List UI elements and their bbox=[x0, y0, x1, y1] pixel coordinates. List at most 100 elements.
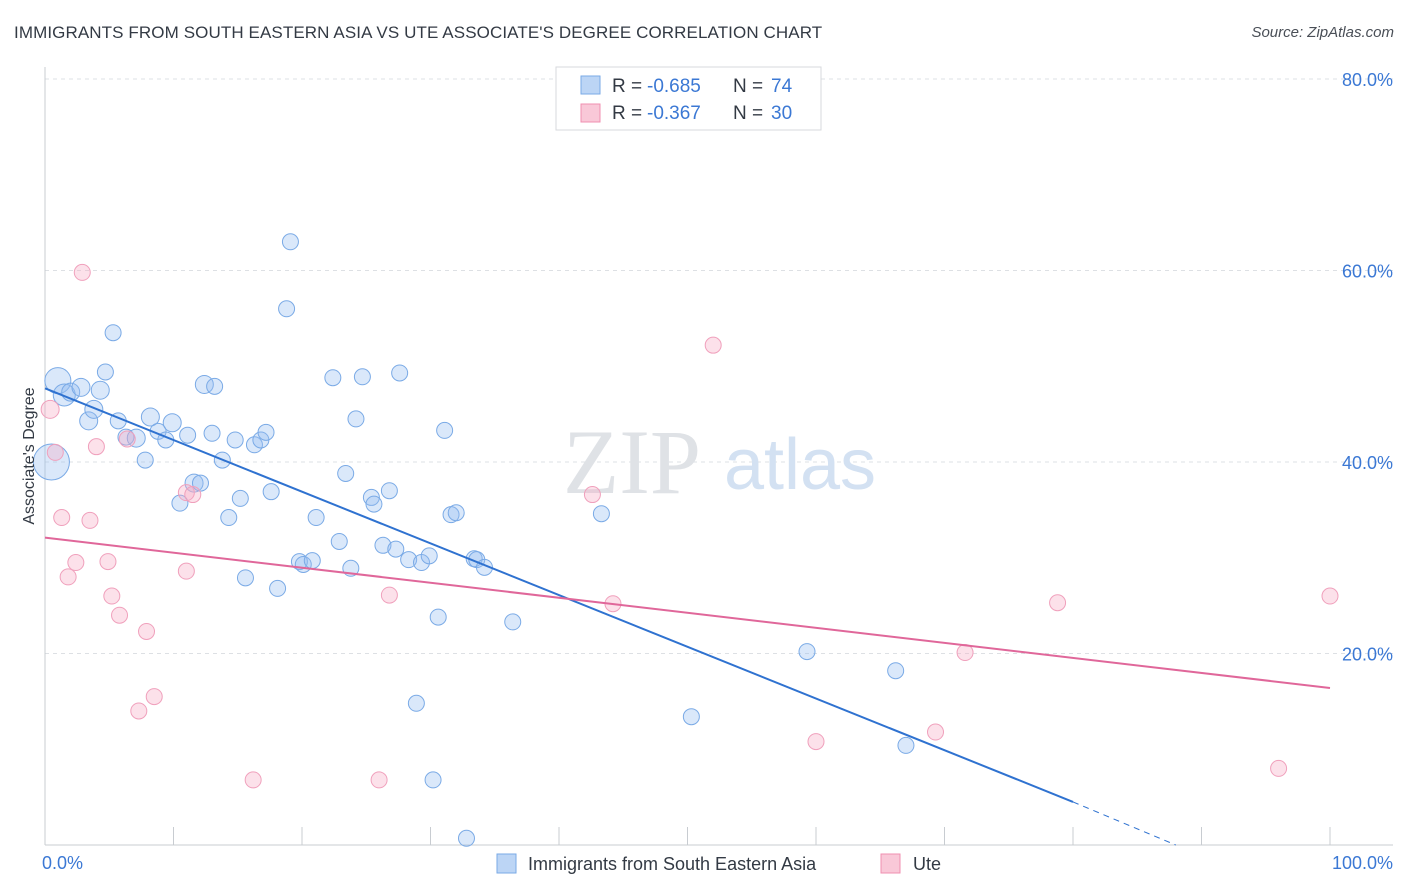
point-south-eastern-asia bbox=[257, 423, 275, 441]
point-ute bbox=[53, 509, 71, 527]
point-south-eastern-asia bbox=[179, 426, 197, 444]
watermark: ZIP atlas bbox=[563, 411, 876, 513]
point-south-eastern-asia bbox=[420, 547, 438, 565]
y-tick-label: 40.0% bbox=[1342, 453, 1393, 473]
trend-line-ute bbox=[44, 536, 1331, 689]
point-south-eastern-asia bbox=[269, 579, 287, 597]
point-south-eastern-asia bbox=[236, 569, 254, 587]
point-south-eastern-asia bbox=[206, 377, 224, 395]
legend-swatch-blue bbox=[580, 75, 601, 95]
point-south-eastern-asia bbox=[337, 464, 355, 482]
point-south-eastern-asia bbox=[400, 551, 418, 569]
legend-swatch-pink bbox=[580, 103, 601, 123]
point-south-eastern-asia bbox=[365, 495, 383, 513]
legend-r-label-2: R = bbox=[612, 103, 642, 124]
x-tick-label: 0.0% bbox=[42, 853, 83, 873]
legend-r-value-1: -0.685 bbox=[647, 76, 701, 97]
point-south-eastern-asia bbox=[387, 540, 405, 558]
point-south-eastern-asia bbox=[32, 443, 70, 481]
point-south-eastern-asia bbox=[330, 532, 348, 550]
point-ute bbox=[59, 568, 77, 586]
point-ute bbox=[130, 702, 148, 720]
y-tick-label: 80.0% bbox=[1342, 70, 1393, 90]
watermark-atlas: atlas bbox=[724, 425, 876, 505]
point-south-eastern-asia bbox=[278, 300, 296, 318]
point-south-eastern-asia bbox=[104, 324, 122, 342]
point-ute bbox=[145, 688, 163, 706]
point-south-eastern-asia bbox=[407, 694, 425, 712]
point-ute bbox=[956, 644, 974, 662]
x-tick-label: 100.0% bbox=[1332, 853, 1393, 873]
legend-n-label-1: N = bbox=[733, 76, 763, 97]
legend-r-value-2: -0.367 bbox=[647, 103, 701, 124]
point-south-eastern-asia bbox=[380, 482, 398, 500]
point-south-eastern-asia bbox=[226, 431, 244, 449]
point-south-eastern-asia bbox=[324, 369, 342, 387]
point-ute bbox=[111, 606, 129, 624]
point-ute bbox=[1049, 594, 1067, 612]
point-south-eastern-asia bbox=[307, 509, 325, 527]
point-ute bbox=[40, 399, 60, 419]
point-south-eastern-asia bbox=[436, 421, 454, 439]
point-south-eastern-asia bbox=[429, 608, 447, 626]
series-legend: Immigrants from South Eastern Asia Ute bbox=[496, 853, 941, 874]
watermark-zip: ZIP bbox=[563, 411, 701, 513]
point-south-eastern-asia bbox=[136, 451, 154, 469]
point-ute bbox=[177, 484, 195, 502]
point-ute bbox=[704, 336, 722, 354]
point-ute bbox=[927, 723, 945, 741]
tick-labels: 20.0% 40.0% 60.0% 80.0% 0.0% 100.0% bbox=[42, 70, 1393, 873]
point-ute bbox=[87, 438, 105, 456]
point-ute bbox=[81, 511, 99, 529]
point-south-eastern-asia bbox=[231, 489, 249, 507]
point-south-eastern-asia bbox=[162, 413, 182, 433]
point-south-eastern-asia bbox=[362, 488, 380, 506]
legend-n-label-2: N = bbox=[733, 103, 763, 124]
trend-lines bbox=[44, 387, 1331, 846]
point-south-eastern-asia bbox=[504, 613, 522, 631]
point-south-eastern-asia bbox=[79, 411, 99, 431]
point-south-eastern-asia bbox=[96, 363, 114, 381]
point-south-eastern-asia bbox=[374, 536, 392, 554]
point-ute bbox=[1270, 759, 1288, 777]
point-ute bbox=[807, 733, 825, 751]
series-legend-swatch-blue bbox=[496, 853, 517, 874]
legend-n-value-1: 74 bbox=[771, 76, 793, 97]
point-ute bbox=[184, 486, 202, 504]
legend-n-value-2: 30 bbox=[771, 103, 792, 124]
axes bbox=[44, 67, 1393, 846]
point-south-eastern-asia bbox=[90, 380, 110, 400]
point-south-eastern-asia bbox=[682, 708, 700, 726]
point-south-eastern-asia bbox=[457, 829, 475, 847]
point-south-eastern-asia bbox=[798, 643, 816, 661]
point-south-eastern-asia bbox=[140, 407, 160, 427]
point-south-eastern-asia bbox=[353, 368, 371, 386]
legend-r-label-1: R = bbox=[612, 76, 642, 97]
series-legend-swatch-pink bbox=[880, 853, 901, 874]
trend-line-south-eastern-asia bbox=[44, 387, 1074, 803]
stats-legend: R = -0.685 N = 74 R = -0.367 N = 30 bbox=[555, 66, 822, 131]
point-south-eastern-asia bbox=[203, 424, 221, 442]
point-south-eastern-asia bbox=[84, 399, 104, 419]
point-south-eastern-asia bbox=[592, 505, 610, 523]
point-ute bbox=[370, 771, 388, 789]
point-ute bbox=[67, 554, 85, 572]
point-ute bbox=[244, 771, 262, 789]
point-south-eastern-asia bbox=[897, 736, 915, 754]
point-south-eastern-asia bbox=[347, 410, 365, 428]
point-south-eastern-asia bbox=[220, 509, 238, 527]
point-south-eastern-asia bbox=[262, 483, 280, 501]
series-legend-label-pink: Ute bbox=[913, 854, 941, 874]
point-ute bbox=[46, 443, 64, 461]
point-south-eastern-asia bbox=[281, 233, 299, 251]
point-ute bbox=[138, 622, 156, 640]
series-legend-label-blue: Immigrants from South Eastern Asia bbox=[528, 854, 817, 874]
y-tick-label: 60.0% bbox=[1342, 262, 1393, 282]
point-ute bbox=[99, 553, 117, 571]
point-south-eastern-asia bbox=[194, 374, 214, 394]
point-ute bbox=[73, 263, 91, 281]
chart-title: IMMIGRANTS FROM SOUTH EASTERN ASIA VS UT… bbox=[14, 23, 823, 42]
point-south-eastern-asia bbox=[447, 504, 465, 522]
source-credit: Source: ZipAtlas.com bbox=[1251, 24, 1394, 41]
